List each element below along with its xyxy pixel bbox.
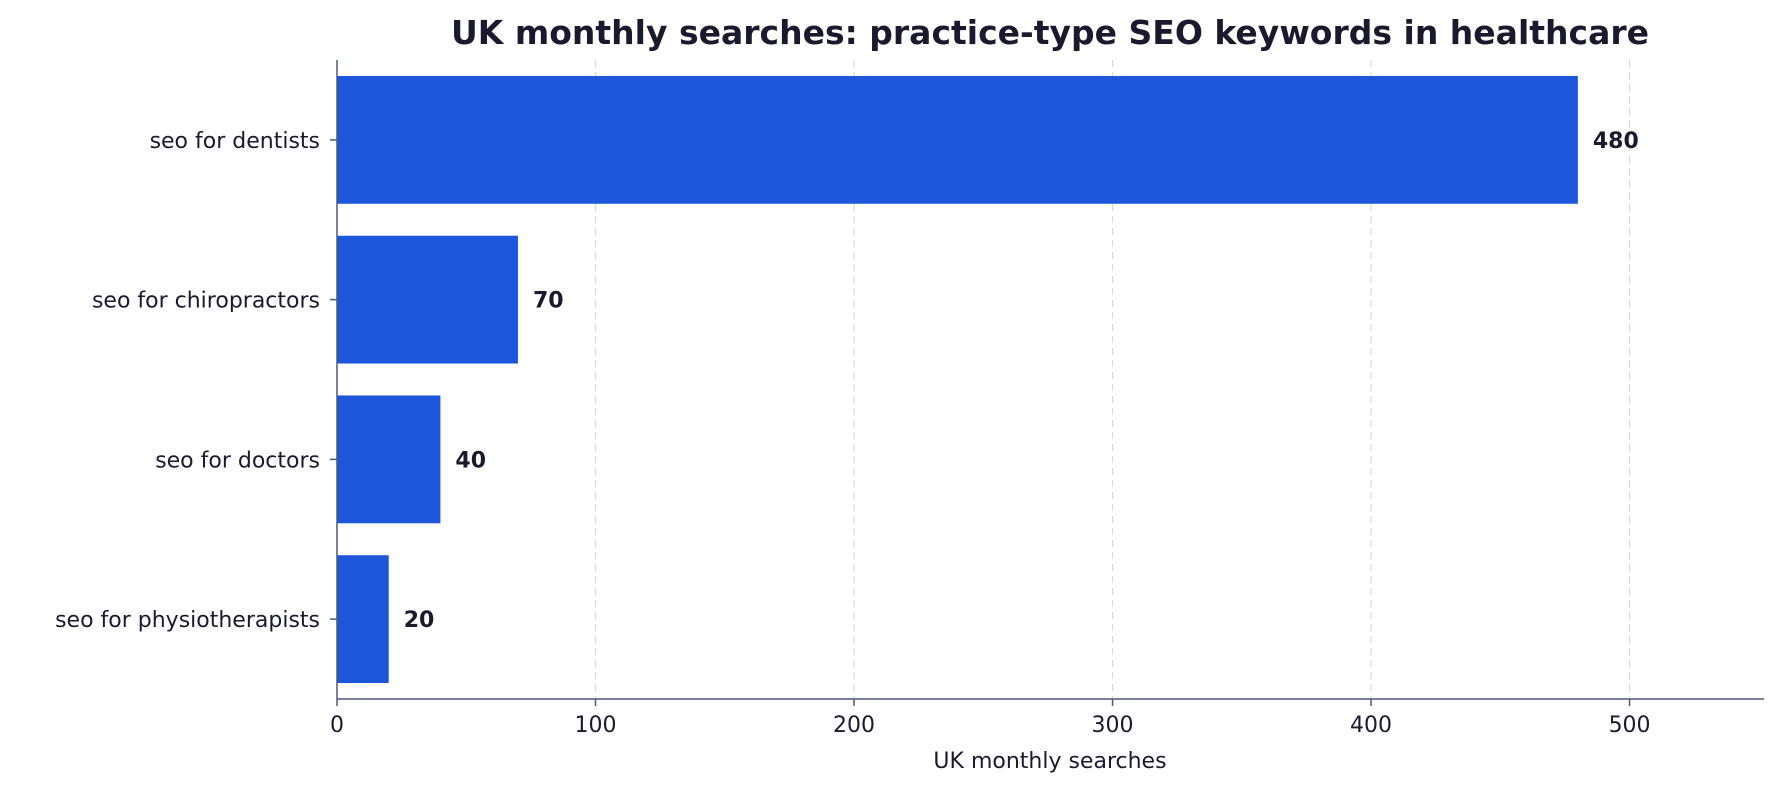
x-tick-label: 100 (575, 713, 617, 738)
bar-value-label: 20 (404, 608, 435, 633)
bar (337, 235, 518, 364)
x-tick-label: 200 (833, 713, 875, 738)
value-labels: 480 70 40 20 (404, 129, 1639, 633)
bar-value-label: 480 (1593, 129, 1639, 154)
bar-value-label: 40 (455, 448, 486, 473)
bar (337, 555, 389, 684)
bar (337, 395, 441, 524)
x-tick-label: 300 (1092, 713, 1134, 738)
category-label: seo for doctors (155, 448, 320, 473)
bar-value-label: 70 (533, 289, 564, 314)
category-label: seo for dentists (150, 129, 320, 154)
x-tick-label: 400 (1350, 713, 1392, 738)
x-tick-label: 500 (1609, 713, 1651, 738)
bar (337, 75, 1578, 204)
grid-lines (594, 60, 1631, 699)
bars (337, 75, 1578, 684)
x-axis-title: UK monthly searches (933, 749, 1166, 774)
x-tick-label: 0 (330, 713, 344, 738)
category-label: seo for physiotherapists (55, 608, 320, 633)
x-axis-ticks: 0 100 200 300 400 500 (330, 699, 1651, 738)
category-labels: seo for dentists seo for chiropractors seo… (55, 129, 337, 633)
category-label: seo for chiropractors (92, 289, 320, 314)
chart-title: UK monthly searches: practice-type SEO k… (451, 13, 1649, 52)
